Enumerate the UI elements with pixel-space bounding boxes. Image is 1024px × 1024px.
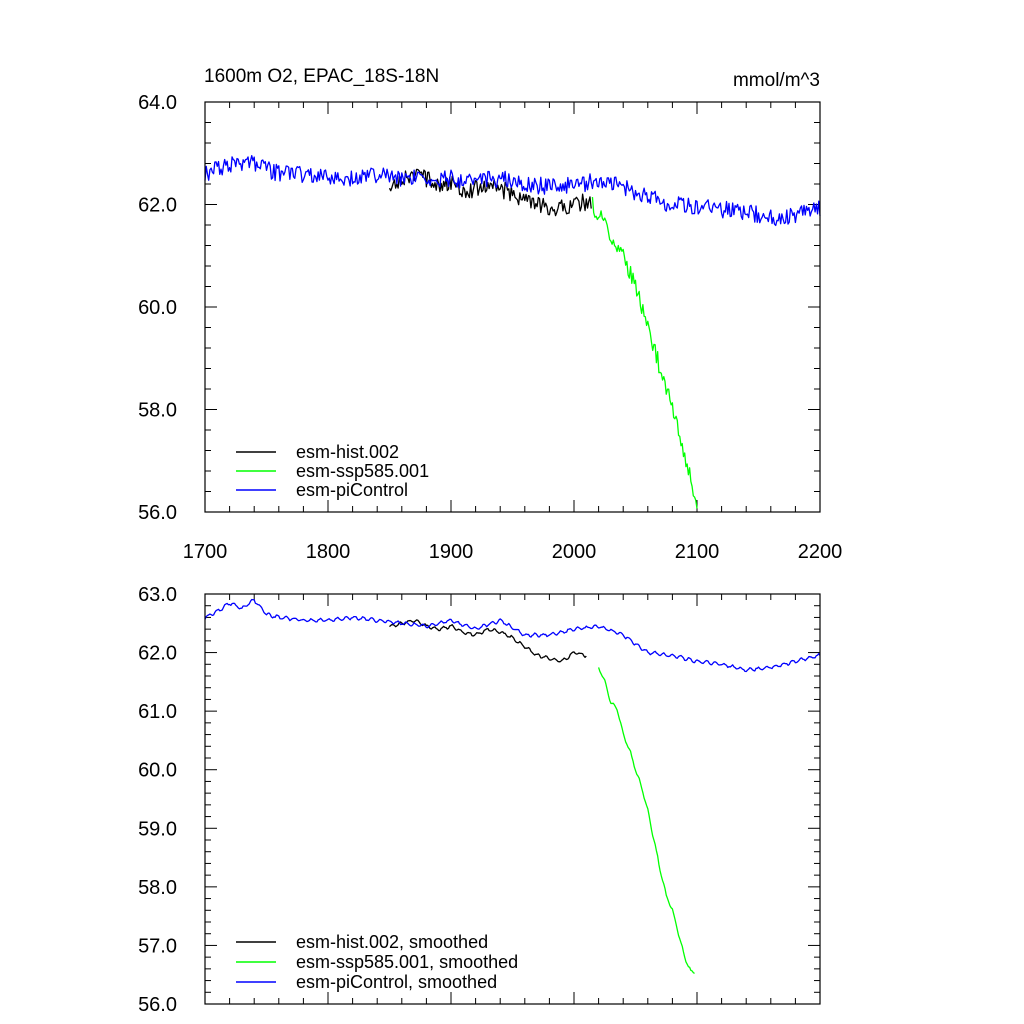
top-y-tick-label: 64.0 — [138, 92, 177, 114]
top-series-line-0 — [388, 168, 592, 217]
top-x-tick-labels: 1700 1800 1900 2000 2100 2200 — [183, 541, 843, 563]
top-y-tick-label: 58.0 — [138, 400, 177, 422]
top-series — [204, 155, 821, 509]
bot-y-tick-label: 63.0 — [138, 584, 177, 606]
top-x-tick-label: 2200 — [798, 541, 843, 563]
legend-label-picontrol: esm-piControl — [296, 480, 408, 500]
top-y-tick-label: 60.0 — [138, 297, 177, 319]
top-y-tick-labels: 56.0 58.0 60.0 62.0 64.0 — [138, 92, 177, 524]
bottom-y-tick-labels: 56.0 57.0 58.0 59.0 60.0 61.0 62.0 63.0 — [138, 584, 177, 1016]
legend-label-hist: esm-hist.002 — [296, 442, 399, 462]
bottom-panel: 56.0 57.0 58.0 59.0 60.0 61.0 62.0 63.0 esm-his… — [138, 584, 821, 1016]
bottom-plot-frame — [204, 593, 821, 1005]
top-chart-units: mmol/m^3 — [733, 70, 820, 91]
bot-series-line-1 — [597, 667, 695, 974]
bot-y-tick-label: 61.0 — [138, 701, 177, 723]
bot-y-tick-label: 56.0 — [138, 994, 177, 1016]
bot-y-tick-label: 59.0 — [138, 818, 177, 840]
legend-label-picontrol-smoothed: esm-piControl, smoothed — [296, 972, 497, 992]
legend-label-ssp585-smoothed: esm-ssp585.001, smoothed — [296, 952, 518, 972]
bot-series-line-0 — [389, 619, 587, 663]
bot-y-tick-label: 62.0 — [138, 643, 177, 665]
top-x-tick-label: 1800 — [306, 541, 351, 563]
top-series-line-1 — [591, 197, 698, 509]
top-y-tick-label: 56.0 — [138, 502, 177, 524]
legend-label-hist-smoothed: esm-hist.002, smoothed — [296, 932, 488, 952]
bot-y-tick-label: 57.0 — [138, 935, 177, 957]
bot-series-line-2 — [204, 598, 821, 673]
top-x-tick-label: 1700 — [183, 541, 228, 563]
bottom-series — [204, 598, 821, 974]
bottom-legend: esm-hist.002, smoothed esm-ssp585.001, s… — [236, 932, 518, 992]
top-legend: esm-hist.002 esm-ssp585.001 esm-piContro… — [236, 442, 429, 500]
top-panel: 1600m O2, EPAC_18S-18N mmol/m^3 56.0 58.0… — [138, 66, 842, 563]
top-x-tick-label: 1900 — [429, 541, 474, 563]
bot-y-tick-label: 58.0 — [138, 877, 177, 899]
top-x-tick-label: 2100 — [675, 541, 720, 563]
top-y-tick-label: 62.0 — [138, 195, 177, 217]
top-x-tick-label: 2000 — [552, 541, 597, 563]
bot-y-tick-label: 60.0 — [138, 760, 177, 782]
legend-label-ssp585: esm-ssp585.001 — [296, 461, 429, 481]
top-plot-frame — [204, 101, 821, 513]
top-chart-title: 1600m O2, EPAC_18S-18N — [204, 66, 439, 87]
top-series-line-2 — [204, 155, 821, 227]
